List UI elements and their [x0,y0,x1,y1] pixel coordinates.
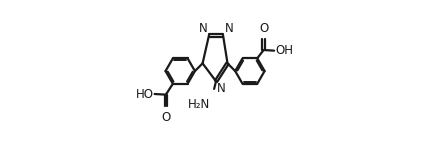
Text: H₂N: H₂N [188,98,210,111]
Text: O: O [161,111,170,124]
Text: OH: OH [275,44,293,57]
Text: O: O [259,22,268,35]
Text: N: N [225,22,233,35]
Text: HO: HO [136,87,153,100]
Text: N: N [199,22,207,35]
Text: N: N [217,82,226,95]
